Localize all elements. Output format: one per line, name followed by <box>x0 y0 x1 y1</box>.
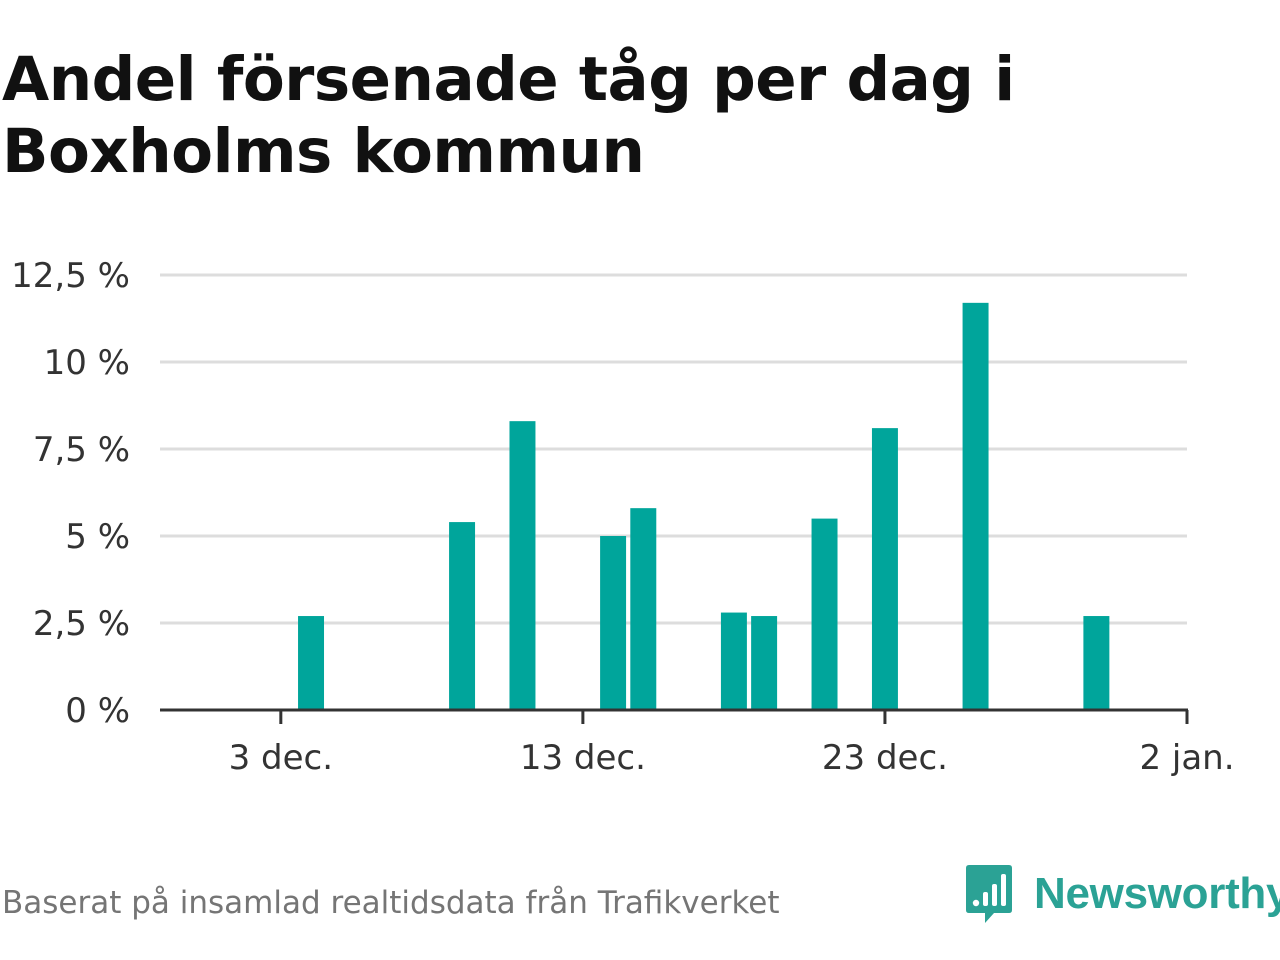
bar <box>871 428 898 710</box>
bar <box>1083 616 1110 710</box>
bar <box>298 616 325 710</box>
y-tick-label: 5 % <box>65 517 130 557</box>
y-tick-label: 10 % <box>44 343 130 383</box>
brand-name: Newsworthy <box>1034 869 1280 918</box>
bar <box>751 616 778 710</box>
bar <box>449 522 476 710</box>
y-tick-label: 0 % <box>65 691 130 731</box>
source-note: Baserat på insamlad realtidsdata från Tr… <box>2 885 780 921</box>
y-tick-label: 2,5 % <box>33 604 130 644</box>
x-tick-label: 13 dec. <box>520 738 646 778</box>
chart-title: Andel försenade tåg per dag i Boxholms k… <box>2 44 1015 187</box>
bar <box>509 421 536 710</box>
bar <box>720 612 747 710</box>
bar <box>630 508 657 710</box>
y-tick-label: 7,5 % <box>33 430 130 470</box>
y-tick-label: 12,5 % <box>11 256 130 296</box>
bar <box>811 518 838 710</box>
newsworthy-logo-icon <box>966 865 1012 923</box>
x-tick-label: 3 dec. <box>229 738 333 778</box>
x-tick-label: 2 jan. <box>1139 738 1234 778</box>
bar <box>962 302 989 710</box>
bar <box>600 536 627 710</box>
x-tick-label: 23 dec. <box>822 738 948 778</box>
brand-logo: Newsworthy <box>964 864 1280 924</box>
bar-chart: 0 % 2,5 % 5 % 7,5 % 10 % 12,5 % 3 dec. 13 dec. 2… <box>11 256 1234 778</box>
